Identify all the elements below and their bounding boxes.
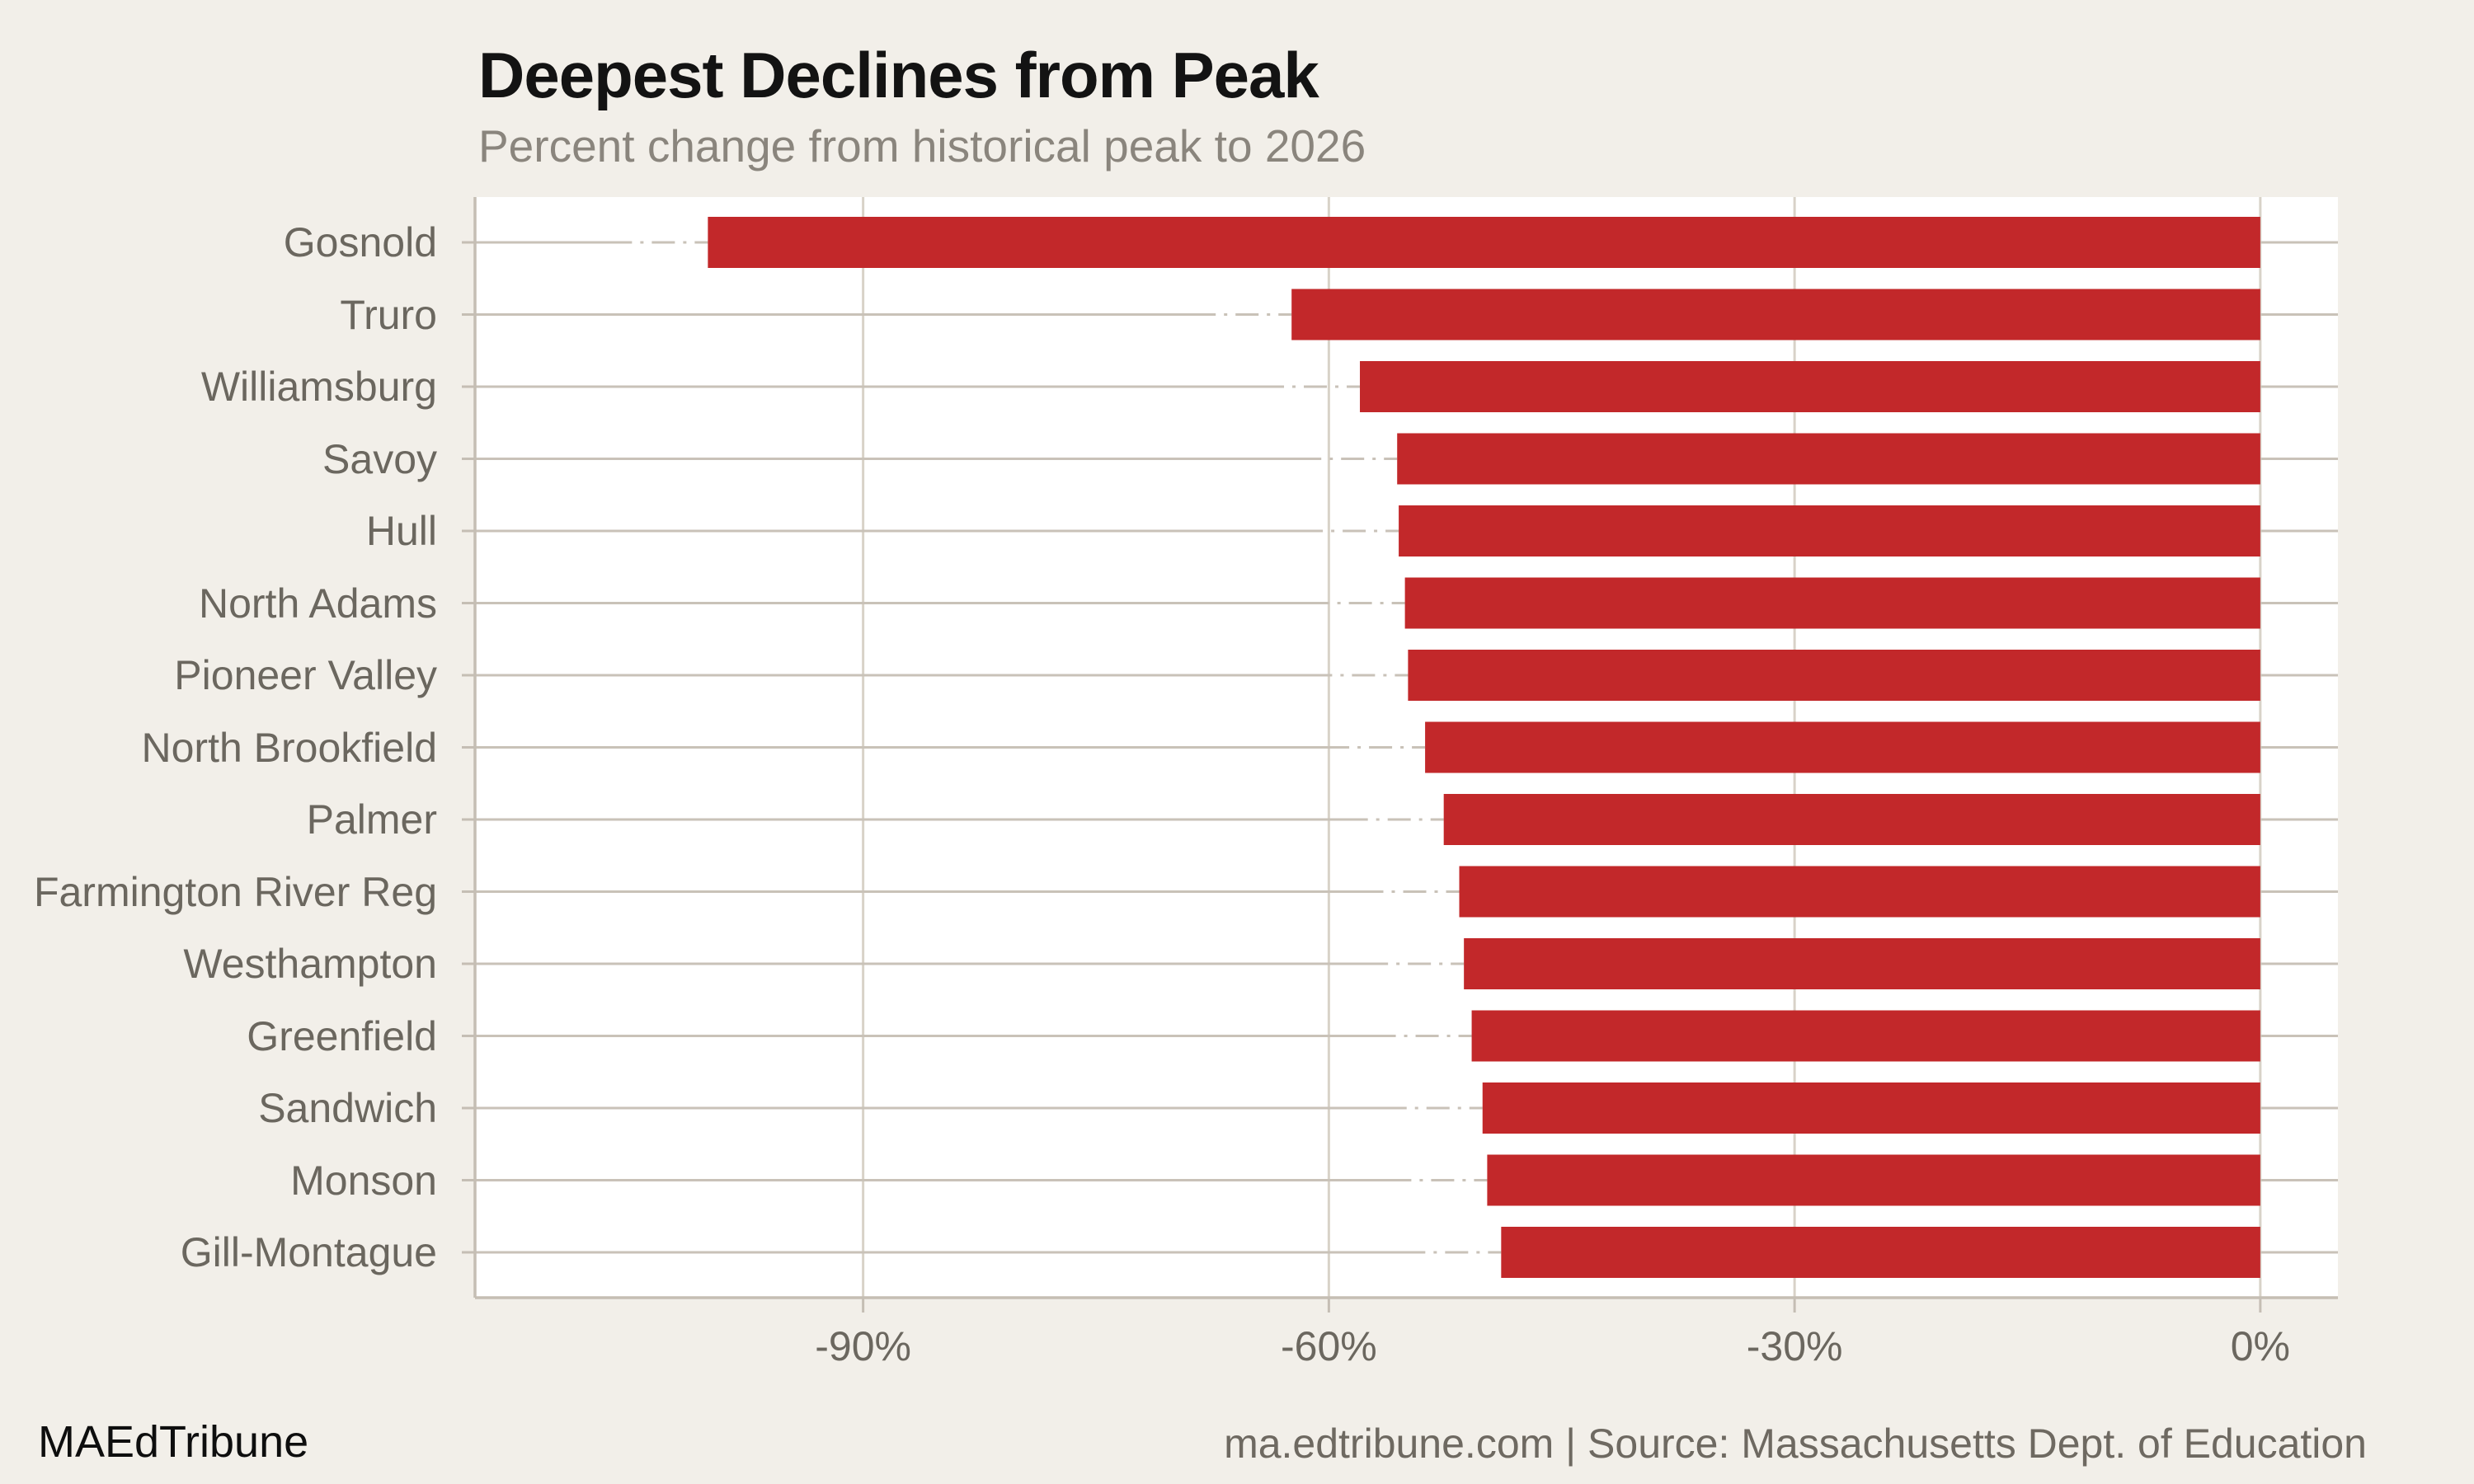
category-label: Palmer xyxy=(306,796,437,843)
x-tick-label: -90% xyxy=(815,1323,911,1369)
bar-gill-montague xyxy=(1501,1227,2260,1278)
bar-truro xyxy=(1291,289,2260,340)
category-label: Williamsburg xyxy=(200,364,437,410)
bar-westhampton xyxy=(1464,938,2260,989)
bar-greenfield xyxy=(1471,1010,2260,1062)
bar-williamsburg xyxy=(1360,361,2260,412)
category-label: Gosnold xyxy=(283,219,437,265)
bar-palmer xyxy=(1443,794,2260,845)
x-tick-label: 0% xyxy=(2230,1323,2290,1369)
bar-pioneer-valley xyxy=(1408,650,2260,701)
category-label: Farmington River Reg xyxy=(33,868,437,915)
category-label: Truro xyxy=(340,291,437,338)
bar-sandwich xyxy=(1482,1082,2260,1134)
category-label: Sandwich xyxy=(258,1085,437,1131)
category-label: Gill-Montague xyxy=(180,1229,437,1275)
bar-north-adams xyxy=(1404,577,2260,629)
category-label: Hull xyxy=(365,508,437,554)
chart-subtitle: Percent change from historical peak to 2… xyxy=(478,120,1366,171)
bar-north-brookfield xyxy=(1425,721,2260,773)
category-label: North Adams xyxy=(198,580,437,627)
bar-savoy xyxy=(1397,433,2260,485)
category-label: North Brookfield xyxy=(141,724,438,771)
category-label: Monson xyxy=(290,1157,437,1204)
category-label: Pioneer Valley xyxy=(174,652,437,698)
bar-hull xyxy=(1399,505,2260,556)
category-label: Greenfield xyxy=(247,1012,437,1059)
bar-monson xyxy=(1487,1154,2260,1206)
bar-gosnold xyxy=(708,217,2260,268)
x-tick-label: -60% xyxy=(1281,1323,1377,1369)
brand-wordmark: MAEdTribune xyxy=(38,1417,309,1467)
bar-farmington-river-reg xyxy=(1459,866,2260,918)
category-label: Savoy xyxy=(322,435,437,482)
category-label: Westhampton xyxy=(183,941,437,987)
x-tick-label: -30% xyxy=(1746,1323,1843,1369)
chart-title: Deepest Declines from Peak xyxy=(478,39,1319,111)
source-credit: ma.edtribune.com | Source: Massachusetts… xyxy=(1224,1421,2367,1467)
